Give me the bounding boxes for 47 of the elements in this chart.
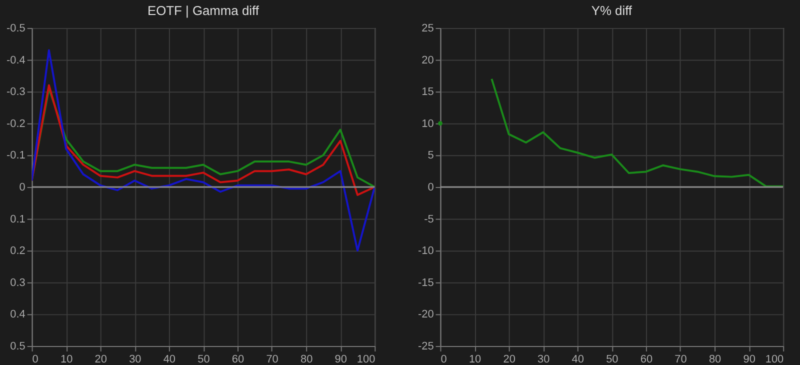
y-tick-label: -0.5: [6, 22, 26, 34]
x-tick-label: 0: [440, 353, 447, 365]
x-tick-label: 60: [232, 353, 244, 365]
y-tick-label: -10: [418, 245, 434, 258]
x-tick-label: 0: [32, 353, 38, 365]
x-tick-label: 10: [468, 353, 482, 365]
x-tick-label: 20: [503, 353, 516, 365]
y-tick-label: 0.4: [10, 308, 26, 321]
x-tick-label: 90: [743, 353, 756, 365]
y-tick-label: -20: [418, 308, 434, 321]
x-tick-label: 80: [708, 353, 722, 365]
y-tick-label: -25: [418, 340, 434, 352]
x-tick-label: 20: [94, 353, 107, 365]
y-tick-label: 0.3: [10, 276, 26, 289]
x-tick-label: 10: [60, 353, 73, 365]
x-tick-label: 40: [163, 353, 176, 365]
x-tick-label: 70: [266, 353, 278, 365]
x-tick-label: 100: [765, 353, 784, 365]
y-tick-label: 15: [422, 86, 434, 98]
y-tick-label: 0.1: [10, 213, 26, 226]
x-tick-label: 90: [334, 353, 347, 365]
y-tick-label: -0.1: [6, 150, 26, 162]
y-tick-label: 0.5: [10, 340, 26, 352]
y-tick-label: -15: [418, 276, 434, 289]
y-tick-label: -5: [424, 213, 434, 226]
x-tick-label: 70: [674, 353, 687, 365]
y-tick-label: 0: [19, 181, 26, 194]
y-tick-label: 0: [428, 181, 434, 194]
y-tick-label: 10: [422, 118, 434, 130]
x-tick-label: 80: [300, 353, 313, 365]
y-tick-label: 20: [422, 54, 434, 66]
chart-title: EOTF | Gamma diff: [148, 3, 260, 18]
y-tick-label: -0.2: [6, 118, 26, 130]
x-tick-label: 30: [129, 353, 142, 365]
y-tick-label: -0.3: [6, 86, 26, 98]
x-tick-label: 60: [640, 353, 653, 365]
y-tick-label: -0.4: [6, 54, 26, 66]
x-tick-label: 40: [572, 353, 584, 365]
line-series: [32, 49, 375, 252]
y-tick-label: 25: [422, 22, 434, 34]
y-tick-label: 0.2: [10, 245, 26, 258]
x-tick-label: 100: [356, 353, 376, 365]
x-tick-label: 30: [538, 353, 550, 365]
chart-title: Y% diff: [591, 3, 632, 18]
x-tick-label: 50: [198, 353, 210, 365]
y-tick-label: 5: [428, 150, 434, 162]
x-tick-label: 50: [606, 353, 618, 365]
